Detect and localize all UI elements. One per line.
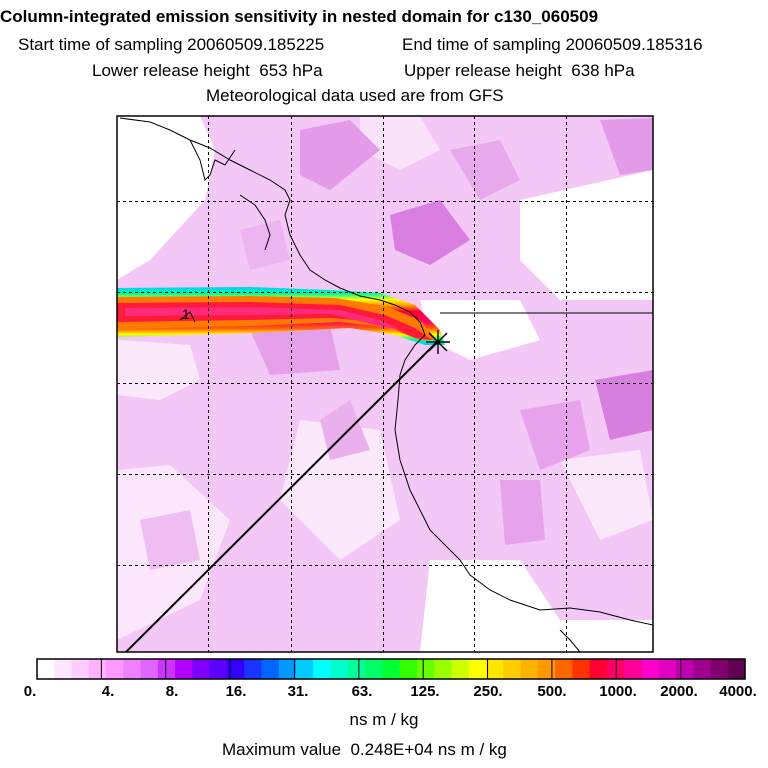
- lower-release-height: Lower release height 653 hPa: [92, 61, 323, 80]
- colorbar-swatch: [537, 659, 556, 679]
- map-frame: [116, 115, 654, 653]
- colorbar-tick-label: 8.: [165, 683, 179, 700]
- colorbar-swatch: [520, 659, 539, 679]
- colorbar-swatch: [675, 659, 694, 679]
- colorbar-tick-label: 63.: [351, 683, 373, 700]
- colorbar-tick-label: 4.: [101, 683, 115, 700]
- colorbar-swatch: [54, 659, 73, 679]
- colorbar-swatch: [192, 659, 211, 679]
- end-time: End time of sampling 20060509.185316: [402, 35, 703, 54]
- trajectory-line: [125, 341, 438, 652]
- colorbar: [36, 658, 746, 680]
- maximum-value: Maximum value 0.248E+04 ns m / kg: [222, 740, 507, 759]
- coastline: [119, 117, 653, 652]
- colorbar-swatch: [261, 659, 280, 679]
- colorbar-swatch: [710, 659, 729, 679]
- lat-lon-grid: [117, 116, 653, 652]
- colorbar-swatch: [399, 659, 418, 679]
- colorbar-swatch: [727, 659, 746, 679]
- colorbar-swatch: [296, 659, 314, 679]
- colorbar-tick-label: 16.: [225, 683, 247, 700]
- colorbar-tick-label: 500.: [537, 683, 567, 700]
- colorbar-swatch: [693, 659, 712, 679]
- colorbar-swatch: [624, 659, 642, 679]
- colorbar-tick-label: 0.: [23, 683, 37, 700]
- colorbar-swatch: [157, 659, 176, 679]
- colorbar-swatch: [416, 659, 435, 679]
- colorbar-swatch: [123, 659, 142, 679]
- colorbar-swatch: [555, 659, 573, 679]
- colorbar-swatch: [503, 659, 522, 679]
- sensitivity-field: 1: [117, 116, 653, 652]
- release-location-marker: [426, 330, 450, 354]
- colorbar-swatch: [278, 659, 297, 679]
- colorbar-units: ns m / kg: [349, 710, 419, 729]
- colorbar-swatch: [209, 659, 228, 679]
- colorbar-frame: [36, 658, 746, 680]
- colorbar-swatch: [71, 659, 90, 679]
- colorbar-swatch: [572, 659, 591, 679]
- colorbar-swatch: [434, 659, 453, 679]
- colorbar-swatch: [330, 659, 349, 679]
- colorbar-swatch: [365, 659, 383, 679]
- colorbar-tick-label: 31.: [287, 683, 309, 700]
- colorbar-swatch: [226, 659, 245, 679]
- colorbar-swatch: [175, 659, 194, 679]
- colorbar-tick-label: 125.: [410, 683, 440, 700]
- colorbar-swatch: [641, 659, 660, 679]
- colorbar-swatch: [658, 659, 677, 679]
- colorbar-swatch: [485, 659, 504, 679]
- upper-release-height: Upper release height 638 hPa: [404, 61, 635, 80]
- release-number-label: 1: [182, 306, 190, 322]
- colorbar-tick-label: 4000.: [719, 683, 757, 700]
- colorbar-swatch: [244, 659, 263, 679]
- colorbar-tick-label: 2000.: [660, 683, 698, 700]
- colorbar-swatch: [347, 659, 366, 679]
- met-data-source: Meteorological data used are from GFS: [206, 86, 504, 105]
- colorbar-swatch: [468, 659, 487, 679]
- colorbar-tick-label: 1000.: [599, 683, 637, 700]
- colorbar-swatch: [313, 659, 332, 679]
- colorbar-swatch: [106, 659, 124, 679]
- colorbar-swatch: [382, 659, 401, 679]
- colorbar-swatch: [88, 659, 107, 679]
- colorbar-swatch: [37, 659, 55, 679]
- main-title: Column-integrated emission sensitivity i…: [0, 7, 599, 26]
- start-time: Start time of sampling 20060509.185225: [18, 35, 325, 54]
- colorbar-swatch: [589, 659, 608, 679]
- colorbar-swatch: [140, 659, 159, 679]
- colorbar-swatch: [451, 659, 470, 679]
- colorbar-tick-label: 250.: [473, 683, 503, 700]
